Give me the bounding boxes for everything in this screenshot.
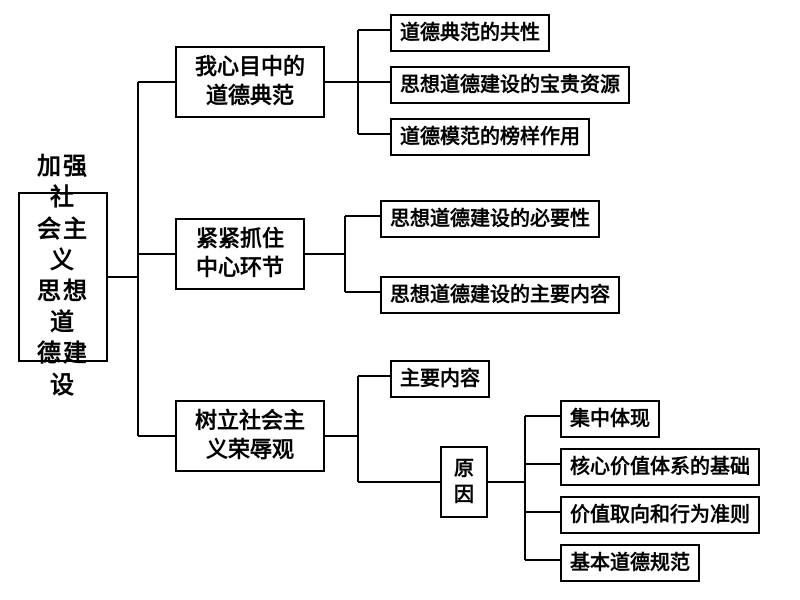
branch-line: 原 (454, 456, 474, 482)
leaf-main-content: 主要内容 (390, 360, 490, 398)
leaf-label: 思想道德建设的必要性 (390, 206, 590, 232)
leaf-label: 道德典范的共性 (400, 20, 540, 46)
leaf-embodiment: 集中体现 (560, 400, 660, 438)
branch-line: 中心环节 (196, 254, 284, 283)
leaf-precious-resource: 思想道德建设的宝贵资源 (390, 66, 630, 104)
leaf-main-content-ideology: 思想道德建设的主要内容 (380, 276, 620, 314)
leaf-label: 价值取向和行为准则 (570, 502, 750, 528)
branch-moral-model: 我心目中的 道德典范 (175, 46, 325, 118)
branch-line: 义荣辱观 (195, 436, 305, 465)
branch-line: 树立社会主 (195, 407, 305, 436)
branch-reason: 原 因 (440, 446, 488, 518)
branch-honor-disgrace: 树立社会主 义荣辱观 (175, 400, 325, 472)
root-line: 加强社 (28, 152, 98, 214)
leaf-label: 核心价值体系的基础 (570, 454, 750, 480)
leaf-value-orientation: 价值取向和行为准则 (560, 496, 760, 534)
leaf-label: 主要内容 (400, 366, 480, 392)
branch-line: 我心目中的 (195, 53, 305, 82)
branch-line: 紧紧抓住 (196, 225, 284, 254)
leaf-label: 基本道德规范 (570, 550, 690, 576)
leaf-label: 思想道德建设的主要内容 (390, 282, 610, 308)
root-line: 会主义 (28, 215, 98, 277)
leaf-label: 集中体现 (570, 406, 650, 432)
leaf-basic-norms: 基本道德规范 (560, 544, 700, 582)
leaf-core-value-basis: 核心价值体系的基础 (560, 448, 760, 486)
branch-center-link: 紧紧抓住 中心环节 (175, 218, 305, 290)
leaf-label: 思想道德建设的宝贵资源 (400, 72, 620, 98)
leaf-common-traits: 道德典范的共性 (390, 14, 550, 52)
branch-line: 道德典范 (195, 82, 305, 111)
leaf-label: 道德模范的榜样作用 (400, 124, 580, 150)
leaf-role-model: 道德模范的榜样作用 (390, 118, 590, 156)
leaf-necessity: 思想道德建设的必要性 (380, 200, 600, 238)
root-line: 德建设 (28, 339, 98, 401)
branch-line: 因 (454, 482, 474, 508)
root-line: 思想道 (28, 277, 98, 339)
root-node: 加强社 会主义 思想道 德建设 (18, 192, 108, 362)
